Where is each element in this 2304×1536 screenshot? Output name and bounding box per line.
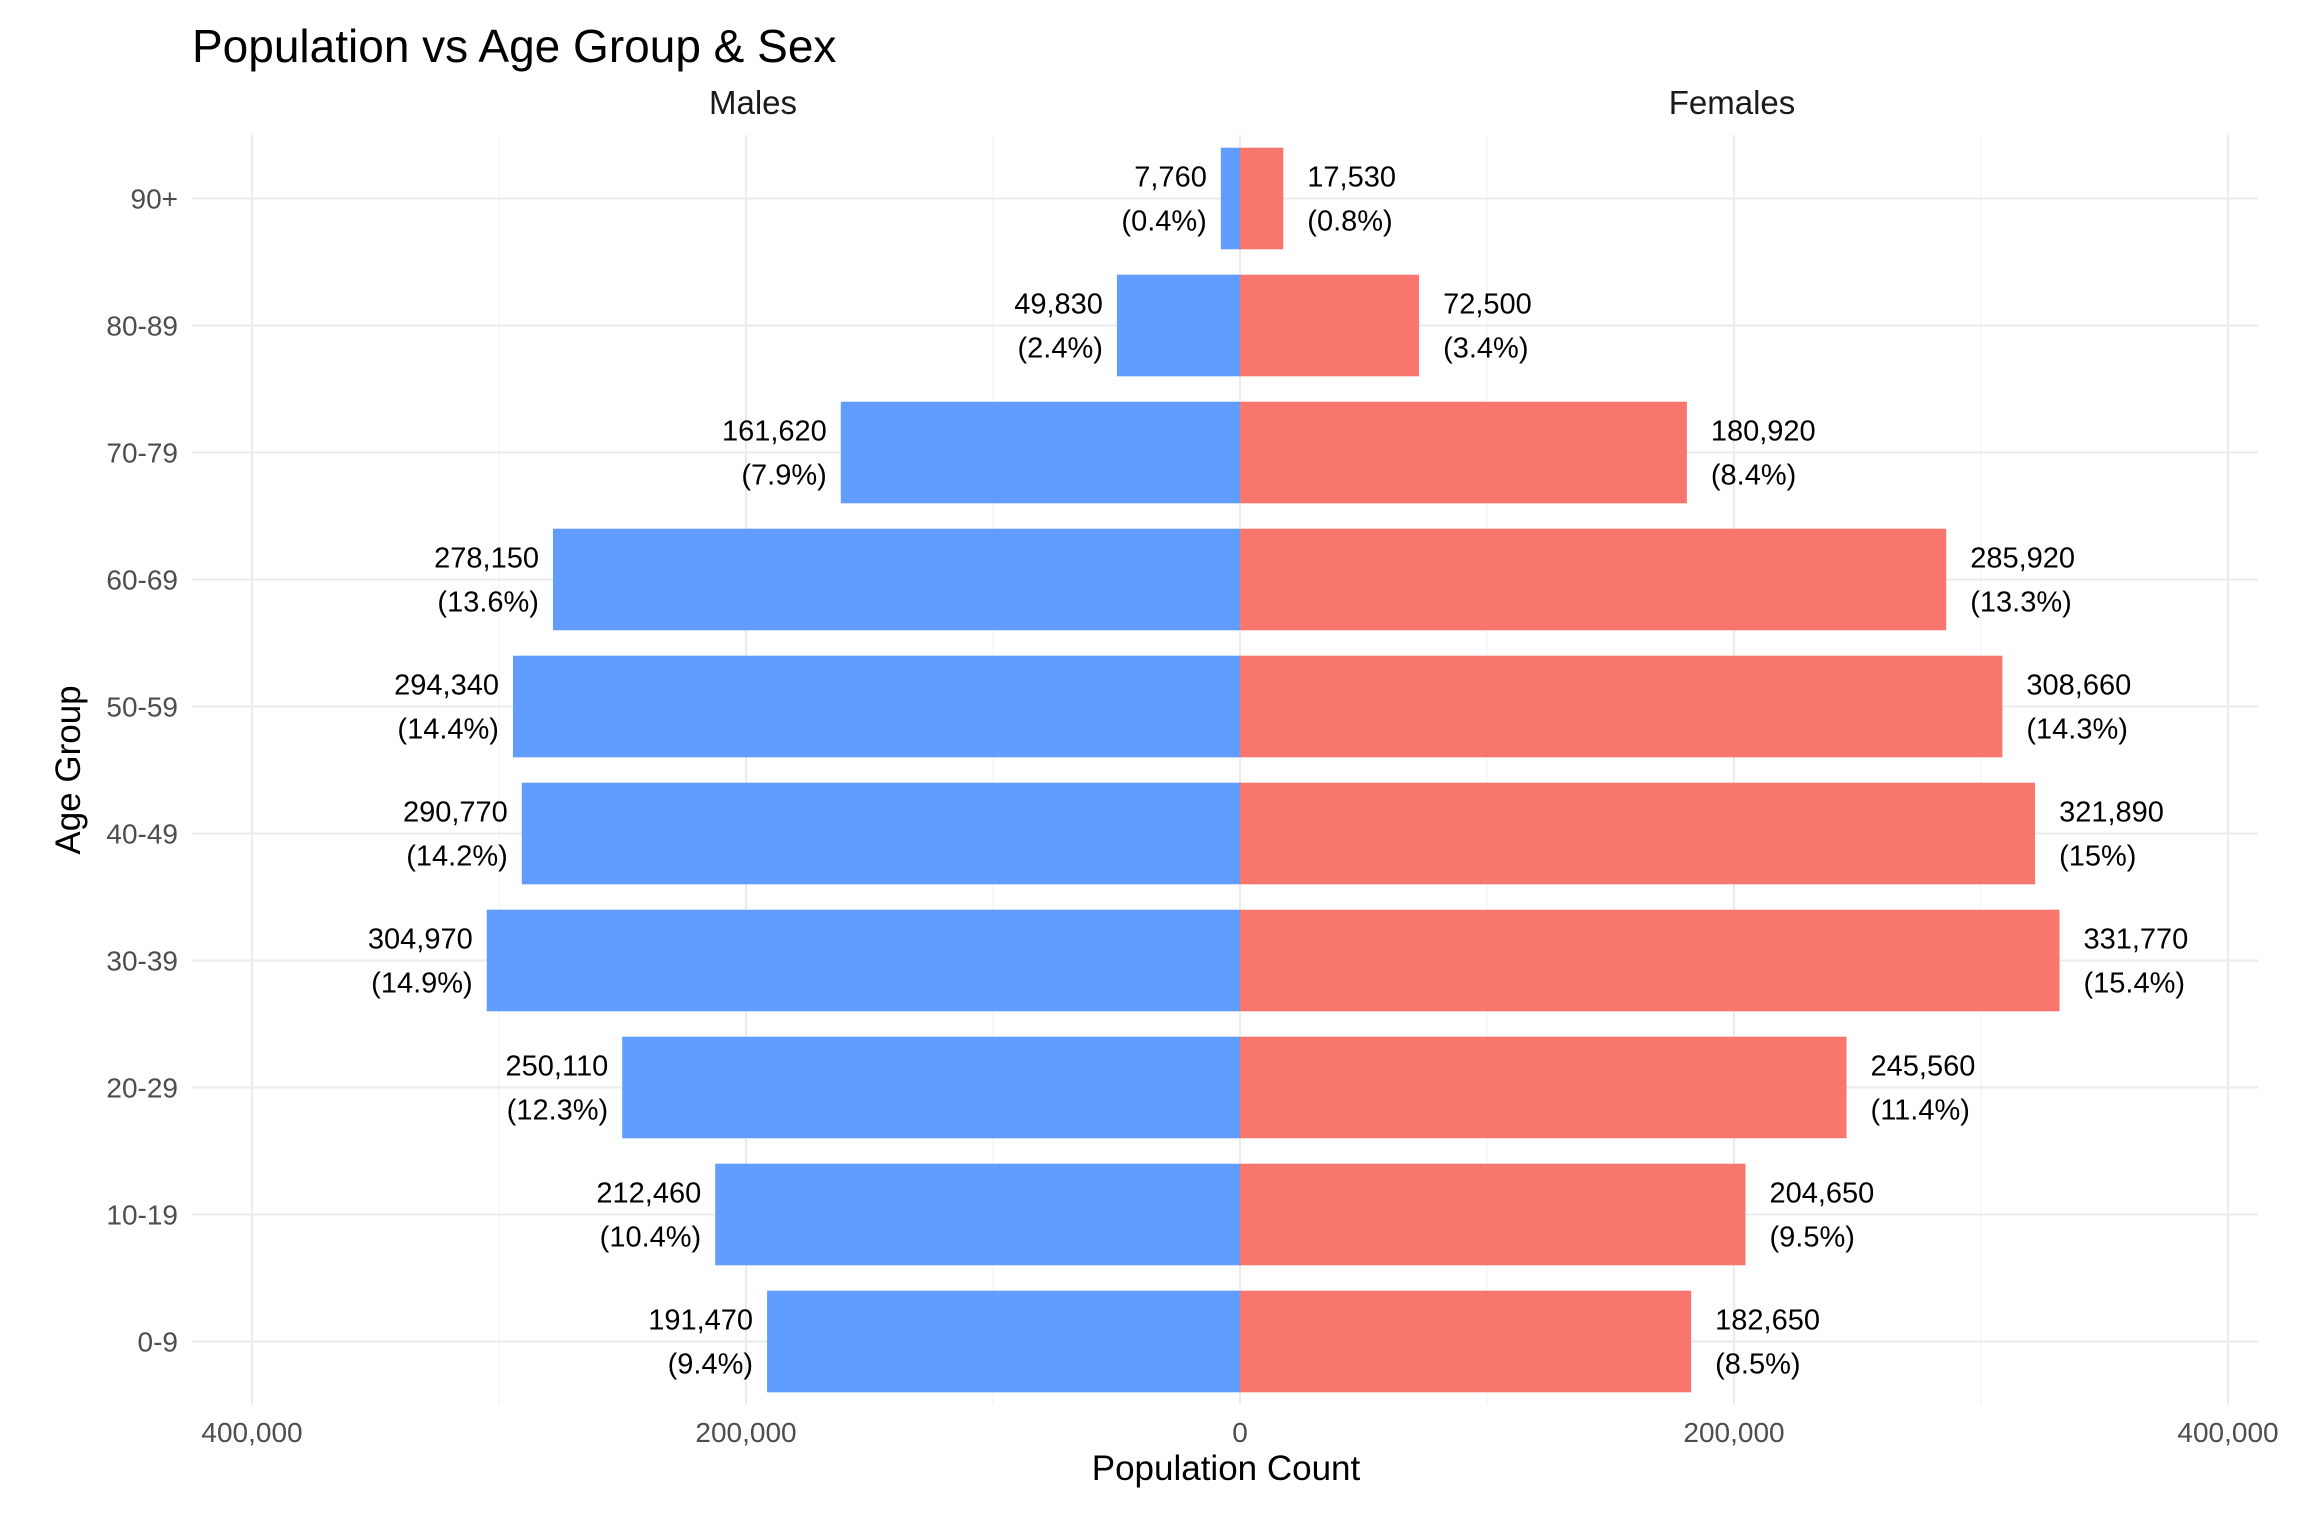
bar-females-90+ [1240, 147, 1284, 250]
bars [486, 147, 2060, 1393]
bar-males-80-89 [1116, 274, 1240, 377]
y-tick-label: 10-19 [106, 1200, 178, 1231]
data-label-value: 7,760 [1134, 162, 1207, 194]
x-tick-label: 400,000 [201, 1417, 302, 1448]
bar-females-60-69 [1240, 528, 1947, 631]
bar-females-30-39 [1240, 909, 2060, 1012]
bar-females-40-49 [1240, 782, 2036, 885]
data-label-value: 294,340 [394, 670, 499, 702]
data-label-percent: (14.2%) [406, 841, 508, 873]
data-label-value: 49,830 [1014, 289, 1103, 321]
data-label-value: 191,470 [648, 1305, 753, 1337]
data-label-percent: (3.4%) [1443, 333, 1528, 365]
x-tick-label: 200,000 [1683, 1417, 1784, 1448]
bar-males-10-19 [715, 1163, 1240, 1266]
facet-label-females: Females [1669, 84, 1796, 121]
x-tick-label: 200,000 [695, 1417, 796, 1448]
data-label-value: 72,500 [1443, 289, 1532, 321]
data-label-value: 321,890 [2059, 797, 2164, 829]
data-label-value: 308,660 [2026, 670, 2131, 702]
data-label-value: 180,920 [1711, 416, 1816, 448]
data-label-percent: (12.3%) [507, 1095, 609, 1127]
data-label-percent: (13.6%) [437, 587, 539, 619]
x-tick-label: 400,000 [2177, 1417, 2278, 1448]
data-label-value: 304,970 [368, 924, 473, 956]
data-label-value: 245,560 [1871, 1051, 1976, 1083]
bar-females-10-19 [1240, 1163, 1746, 1266]
bar-males-30-39 [486, 909, 1240, 1012]
bar-males-40-49 [521, 782, 1240, 885]
data-label-value: 204,650 [1769, 1178, 1874, 1210]
data-label-value: 17,530 [1307, 162, 1396, 194]
data-label-percent: (7.9%) [741, 460, 826, 492]
bar-females-20-29 [1240, 1036, 1847, 1139]
y-tick-label: 60-69 [106, 565, 178, 596]
data-label-percent: (14.4%) [397, 714, 499, 746]
y-tick-labels: 0-9 10-19 20-29 30-39 40-49 50-59 60-69 70-79 80… [106, 184, 178, 1358]
data-label-percent: (2.4%) [1017, 333, 1102, 365]
data-label-percent: (0.8%) [1307, 206, 1392, 238]
data-label-percent: (8.4%) [1711, 460, 1796, 492]
data-label-percent: (9.4%) [668, 1349, 753, 1381]
data-label-percent: (14.3%) [2026, 714, 2128, 746]
data-label-percent: (13.3%) [1970, 587, 2072, 619]
bar-females-50-59 [1240, 655, 2003, 758]
x-tick-label: 0 [1232, 1417, 1248, 1448]
data-label-percent: (0.4%) [1121, 206, 1206, 238]
data-label-percent: (11.4%) [1871, 1095, 1970, 1127]
y-tick-label: 80-89 [106, 311, 178, 342]
bar-males-90+ [1220, 147, 1240, 250]
data-label-value: 212,460 [596, 1178, 701, 1210]
data-label-percent: (14.9%) [371, 968, 473, 1000]
data-label-percent: (10.4%) [600, 1222, 702, 1254]
data-label-percent: (8.5%) [1715, 1349, 1800, 1381]
bar-females-70-79 [1240, 401, 1687, 504]
y-tick-label: 50-59 [106, 692, 178, 723]
data-label-value: 161,620 [722, 416, 827, 448]
bar-males-70-79 [840, 401, 1240, 504]
y-tick-label: 20-29 [106, 1073, 178, 1104]
bar-males-0-9 [767, 1290, 1240, 1393]
y-tick-label: 70-79 [106, 438, 178, 469]
y-tick-label: 0-9 [138, 1327, 178, 1358]
data-label-value: 285,920 [1970, 543, 2075, 575]
bar-females-0-9 [1240, 1290, 1692, 1393]
bar-males-60-69 [552, 528, 1240, 631]
y-tick-label: 90+ [131, 184, 179, 215]
data-label-percent: (9.5%) [1769, 1222, 1854, 1254]
x-tick-labels: 400,000 200,000 0 200,000 400,000 [201, 1417, 2278, 1448]
y-axis-title: Age Group [49, 685, 88, 854]
x-axis-title: Population Count [1092, 1449, 1361, 1488]
data-label-value: 290,770 [403, 797, 508, 829]
y-tick-label: 40-49 [106, 819, 178, 850]
y-tick-label: 30-39 [106, 946, 178, 977]
bar-males-50-59 [512, 655, 1240, 758]
facet-label-males: Males [709, 84, 797, 121]
data-label-percent: (15.4%) [2083, 968, 2185, 1000]
chart-title: Population vs Age Group & Sex [192, 20, 836, 72]
data-label-value: 331,770 [2083, 924, 2188, 956]
data-label-value: 278,150 [434, 543, 539, 575]
bar-females-80-89 [1240, 274, 1420, 377]
bar-males-20-29 [622, 1036, 1240, 1139]
data-label-percent: (15%) [2059, 841, 2136, 873]
data-label-value: 182,650 [1715, 1305, 1820, 1337]
data-labels: 191,470 (9.4%) 212,460 (10.4%) 250,110 (12.3%… [368, 162, 2188, 1381]
data-label-value: 250,110 [506, 1051, 609, 1083]
